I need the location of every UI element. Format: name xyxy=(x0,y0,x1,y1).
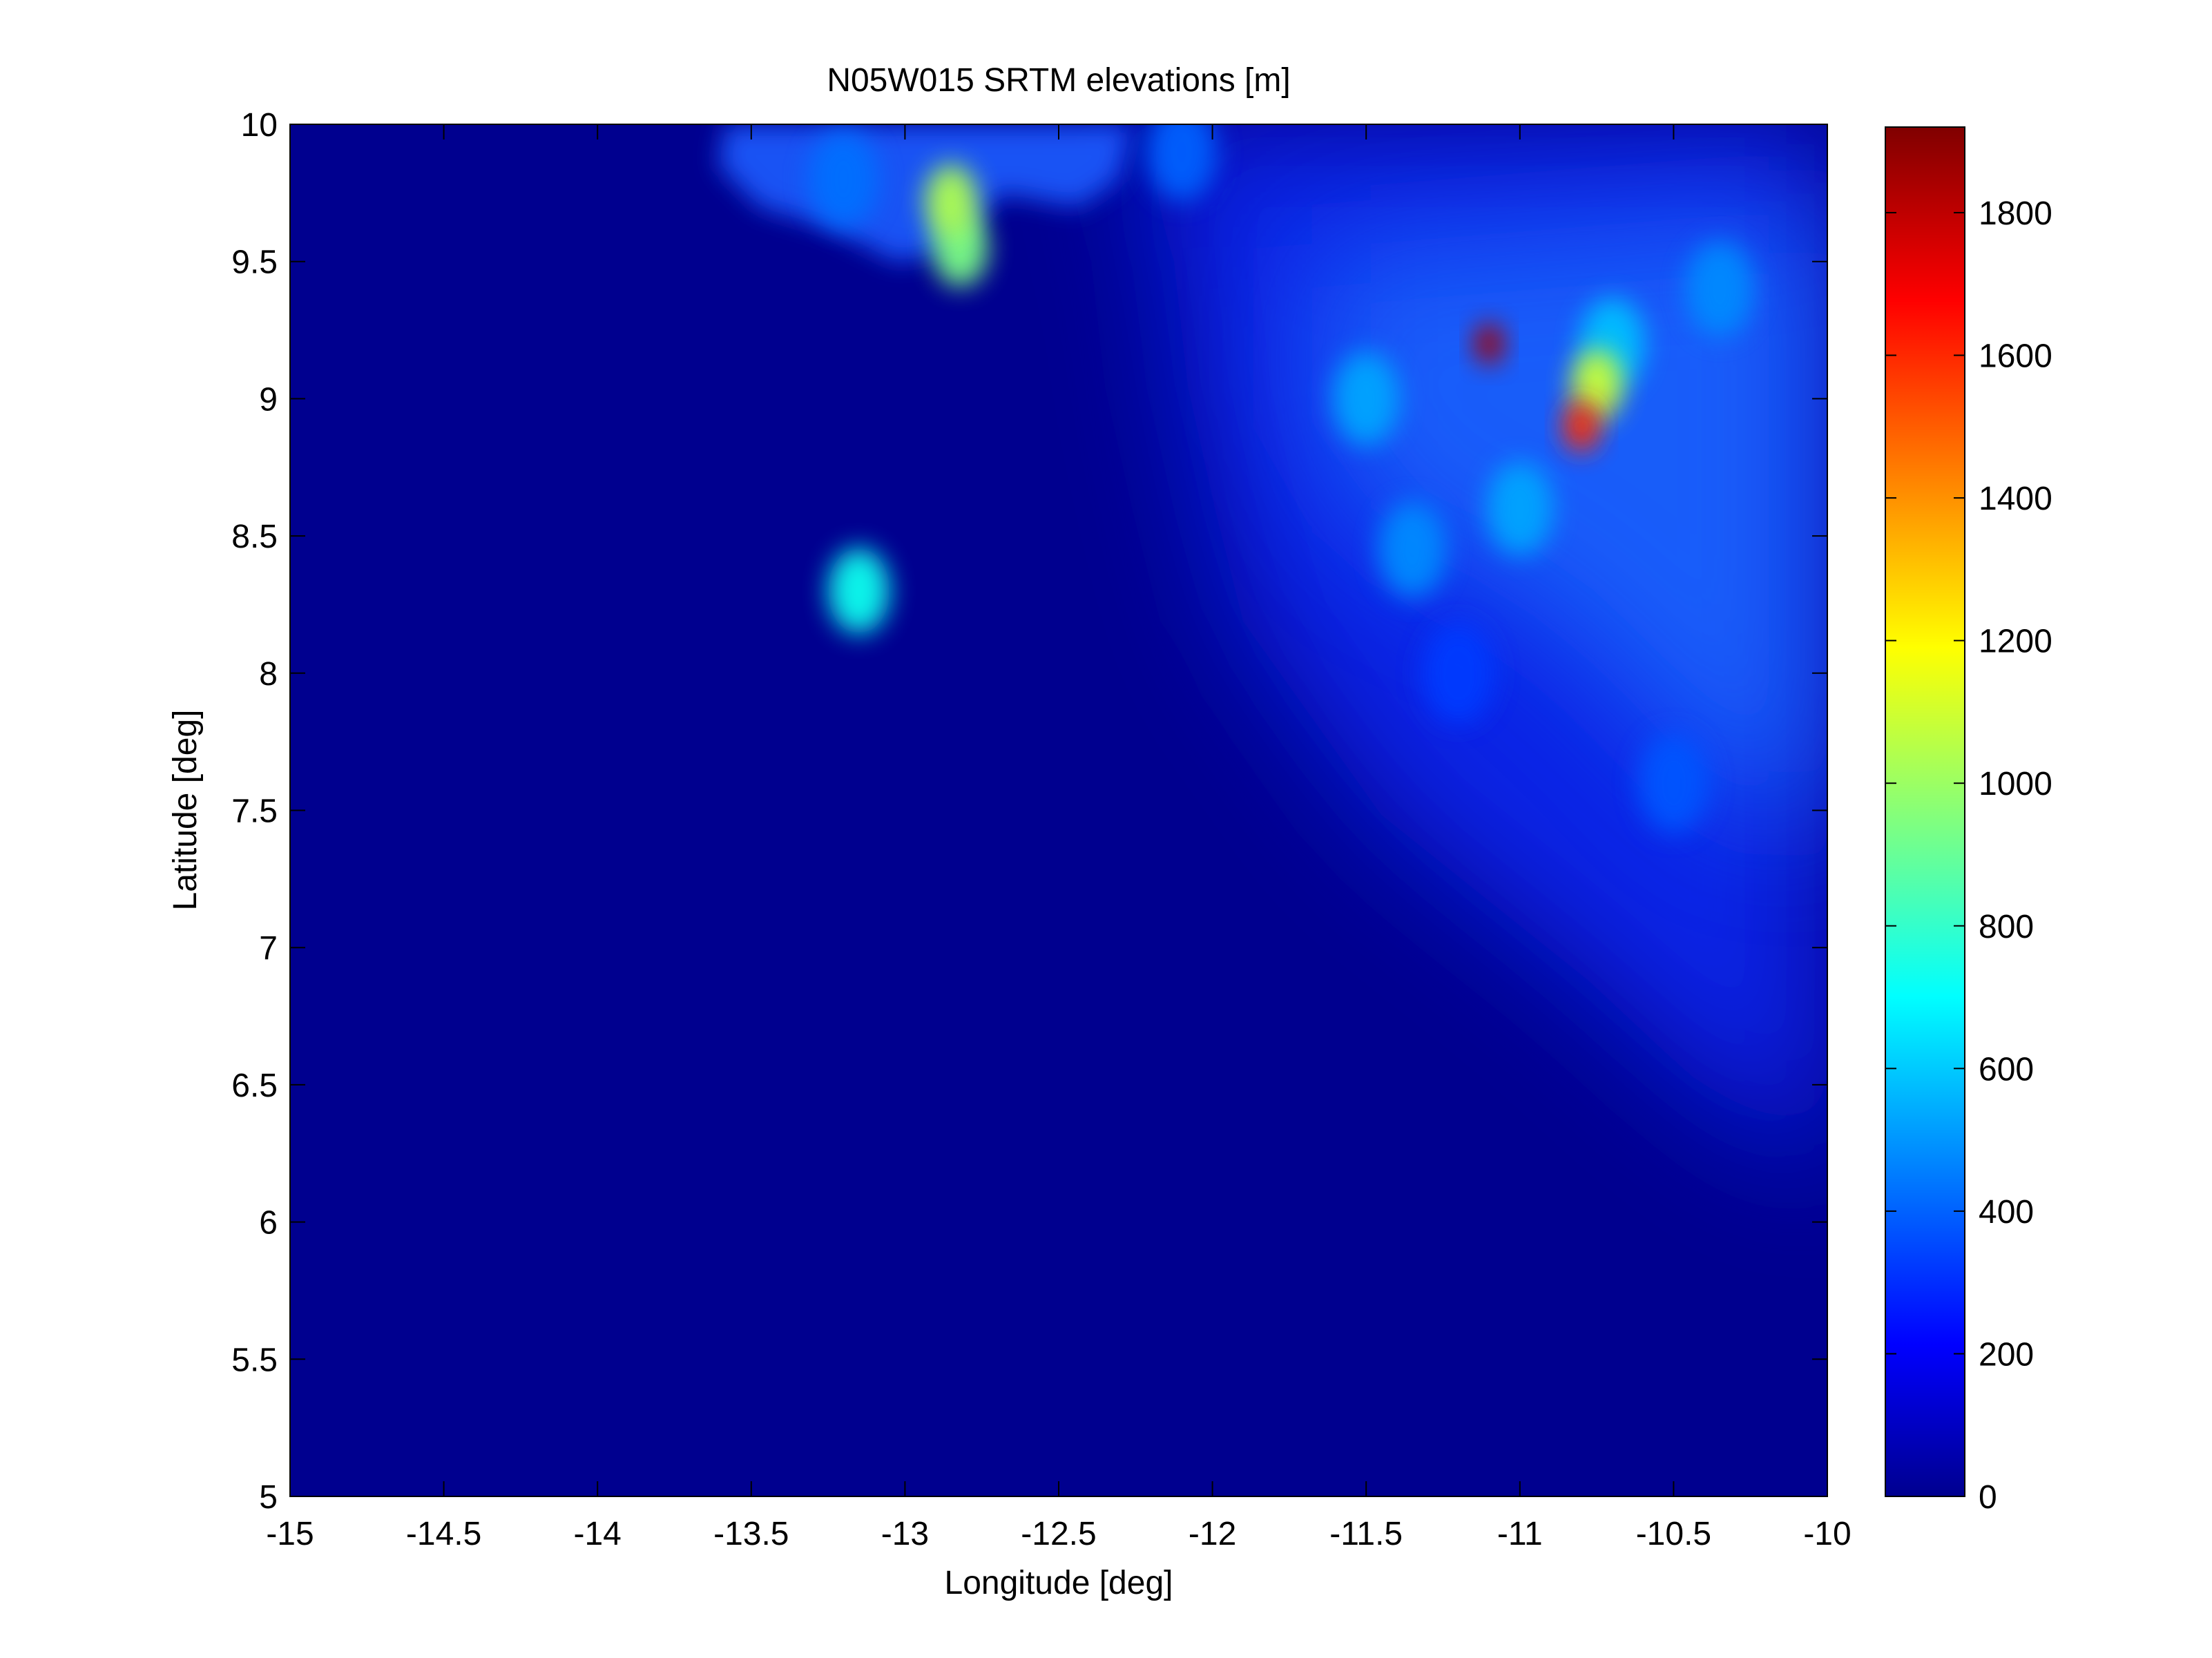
x-tick-label: -13 xyxy=(881,1516,929,1552)
colorbar-tick-label: 1400 xyxy=(1979,481,2052,517)
x-tick-label: -11 xyxy=(1497,1516,1543,1552)
chart-title: N05W015 SRTM elevations [m] xyxy=(827,62,1290,99)
plot-area: -15 -14.5 -14 -13.5 -13 -12.5 -12 -11.5 -11 -10.5… xyxy=(231,107,1852,1552)
colorbar-tick-label: 600 xyxy=(1979,1051,2034,1088)
colorbar-tick-label: 800 xyxy=(1979,909,2034,945)
x-ticks: -15 -14.5 -14 -13.5 -13 -12.5 -12 -11.5 -11 -10.5… xyxy=(266,124,1852,1552)
y-tick-label: 5 xyxy=(259,1479,278,1516)
elevation-region xyxy=(925,164,978,238)
elevation-region xyxy=(1685,241,1754,337)
colorbar-tick-label: 1200 xyxy=(1979,624,2052,660)
x-tick-label: -14 xyxy=(574,1516,622,1552)
y-tick-label: 9.5 xyxy=(231,244,278,281)
elevation-region xyxy=(1563,400,1600,452)
colorbar-tick-label: 1000 xyxy=(1979,766,2052,802)
x-tick-label: -14.5 xyxy=(406,1516,481,1552)
elevation-region xyxy=(1378,501,1447,598)
x-tick-label: -12 xyxy=(1189,1516,1236,1552)
elevation-region xyxy=(1486,461,1554,556)
elevation-region xyxy=(1422,622,1495,724)
elevation-region xyxy=(1332,351,1400,446)
elevation-region xyxy=(828,548,889,634)
elevation-region xyxy=(1474,322,1504,365)
colorbar-gradient xyxy=(1885,126,1965,1497)
colorbar-tick-label: 1800 xyxy=(1979,195,2052,232)
x-axis-label: Longitude [deg] xyxy=(945,1565,1173,1601)
colorbar-tick-label: 0 xyxy=(1979,1479,1997,1516)
y-tick-label: 7.5 xyxy=(231,793,278,830)
y-tick-label: 6 xyxy=(259,1205,278,1242)
x-tick-label: -11.5 xyxy=(1329,1516,1403,1552)
y-tick-label: 10 xyxy=(241,107,278,144)
y-tick-label: 5.5 xyxy=(231,1342,278,1378)
data-regions xyxy=(808,124,1754,833)
colorbar-tick-label: 400 xyxy=(1979,1194,2034,1231)
y-tick-label: 6.5 xyxy=(231,1068,278,1104)
colorbar-tick-label: 200 xyxy=(1979,1336,2034,1373)
y-tick-label: 9 xyxy=(259,381,278,418)
y-ticks: 5 5.5 6 6.5 7 7.5 8 8.5 9 9.5 10 xyxy=(231,107,1827,1516)
colorbar-tick-label: 1600 xyxy=(1979,338,2052,375)
elevation-region xyxy=(808,130,878,229)
elevation-region xyxy=(1637,733,1710,833)
y-tick-label: 8 xyxy=(259,656,278,693)
upland-mass xyxy=(1312,207,1827,829)
y-tick-label: 8.5 xyxy=(231,519,278,555)
x-tick-label: -12.5 xyxy=(1021,1516,1096,1552)
y-tick-label: 7 xyxy=(259,930,278,967)
y-axis-label: Latitude [deg] xyxy=(167,710,204,911)
colorbar: 0 200 400 600 800 1000 1200 1400 1600 1800 xyxy=(1885,126,2052,1516)
x-tick-label: -10 xyxy=(1803,1516,1851,1552)
x-tick-label: -10.5 xyxy=(1636,1516,1711,1552)
x-tick-label: -13.5 xyxy=(713,1516,789,1552)
elevation-region xyxy=(1146,124,1218,202)
x-tick-label: -15 xyxy=(266,1516,314,1552)
terrain-layer xyxy=(718,124,1827,1174)
colorbar-ticks: 0 200 400 600 800 1000 1200 1400 1600 1800 xyxy=(1885,195,2052,1516)
